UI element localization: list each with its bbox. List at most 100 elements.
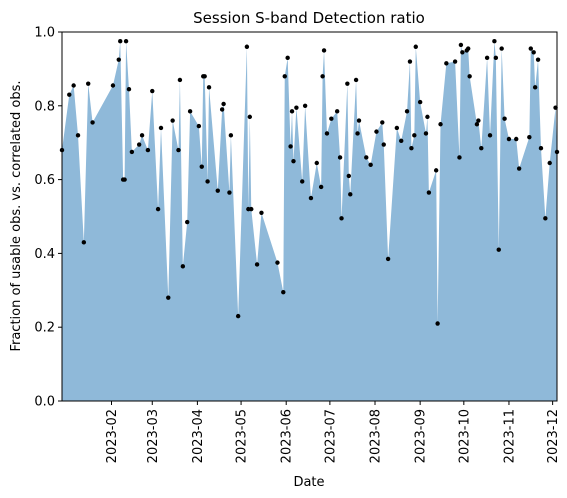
data-point — [353, 77, 359, 83]
data-point — [86, 81, 91, 86]
data-point — [394, 125, 400, 131]
data-point — [399, 138, 404, 144]
y-tick-label: 0.4 — [34, 247, 55, 262]
data-point — [291, 158, 296, 164]
data-point — [457, 155, 462, 160]
data-point — [254, 262, 260, 267]
data-point — [244, 44, 250, 49]
data-point — [282, 74, 287, 79]
data-point — [259, 210, 264, 216]
data-point — [227, 190, 232, 195]
data-point — [496, 247, 501, 252]
data-point — [345, 81, 350, 86]
data-point — [281, 289, 286, 295]
data-point — [285, 55, 290, 61]
data-point — [228, 133, 234, 138]
data-point — [425, 114, 430, 120]
data-point — [205, 179, 210, 184]
data-point — [413, 44, 418, 49]
data-point — [364, 155, 369, 160]
data-point — [321, 48, 327, 53]
y-tick-label: 0.2 — [34, 321, 55, 336]
data-point — [145, 147, 151, 153]
data-point — [444, 61, 449, 66]
data-point — [318, 184, 324, 190]
data-point — [458, 42, 464, 48]
data-point — [129, 149, 135, 155]
data-point — [158, 125, 164, 131]
data-point — [215, 188, 220, 193]
y-axis-label: Fraction of usable obs. vs. correlated o… — [9, 80, 24, 351]
data-point — [492, 39, 497, 44]
data-point — [118, 39, 123, 44]
x-tick-label: 2023-09 — [414, 409, 429, 463]
data-point — [339, 216, 344, 221]
data-point — [484, 55, 490, 61]
y-tick-label: 0.0 — [34, 395, 55, 410]
data-point — [123, 39, 129, 44]
data-point — [75, 133, 81, 138]
chart-title: Session S-band Detection ratio — [193, 9, 425, 27]
data-point — [409, 146, 414, 151]
data-point — [196, 123, 202, 129]
data-point — [155, 206, 161, 212]
data-point — [139, 133, 145, 138]
data-point — [116, 57, 121, 62]
x-tick-label: 2023-05 — [235, 409, 250, 463]
data-point — [452, 59, 458, 64]
data-point — [177, 77, 183, 83]
data-point — [247, 114, 253, 120]
data-point — [499, 46, 504, 51]
data-point — [516, 166, 522, 171]
data-point — [438, 122, 443, 127]
data-point — [479, 146, 484, 151]
data-point — [275, 260, 280, 265]
data-point — [426, 190, 432, 195]
data-point — [81, 240, 87, 245]
data-point — [528, 46, 533, 51]
data-point — [202, 74, 207, 79]
data-point — [532, 85, 538, 90]
data-point — [493, 55, 499, 61]
data-point — [374, 129, 379, 134]
data-point — [535, 57, 541, 62]
data-point — [71, 83, 76, 88]
data-point — [67, 92, 72, 97]
data-point — [527, 134, 532, 140]
y-tick-label: 0.6 — [34, 173, 55, 188]
data-point — [407, 59, 413, 64]
y-tick-label: 0.8 — [34, 99, 55, 114]
data-point — [136, 142, 142, 147]
data-point — [308, 195, 314, 201]
data-point — [514, 136, 519, 142]
data-point — [385, 256, 391, 262]
data-point — [122, 177, 127, 182]
data-point — [337, 155, 343, 160]
data-point — [288, 144, 293, 149]
data-point — [206, 85, 212, 90]
data-point — [467, 74, 472, 79]
data-point — [381, 142, 386, 147]
data-point — [294, 105, 299, 110]
data-point — [355, 131, 360, 136]
data-point — [126, 86, 132, 92]
data-point — [346, 173, 352, 179]
data-point — [90, 120, 95, 125]
data-point — [404, 109, 410, 114]
data-point — [302, 103, 308, 109]
data-point — [199, 164, 204, 169]
data-point — [423, 131, 429, 136]
data-point — [531, 50, 536, 55]
data-point — [547, 160, 552, 166]
data-point — [334, 109, 340, 114]
y-tick-label: 1.0 — [34, 26, 55, 41]
x-tick-label: 2023-04 — [191, 409, 206, 463]
data-point — [506, 136, 512, 142]
x-axis-label: Date — [293, 475, 324, 490]
data-point — [185, 219, 190, 225]
plot-frame — [61, 31, 558, 402]
data-point — [435, 321, 440, 326]
data-point — [187, 109, 193, 114]
x-tick-label: 2023-12 — [546, 409, 561, 463]
